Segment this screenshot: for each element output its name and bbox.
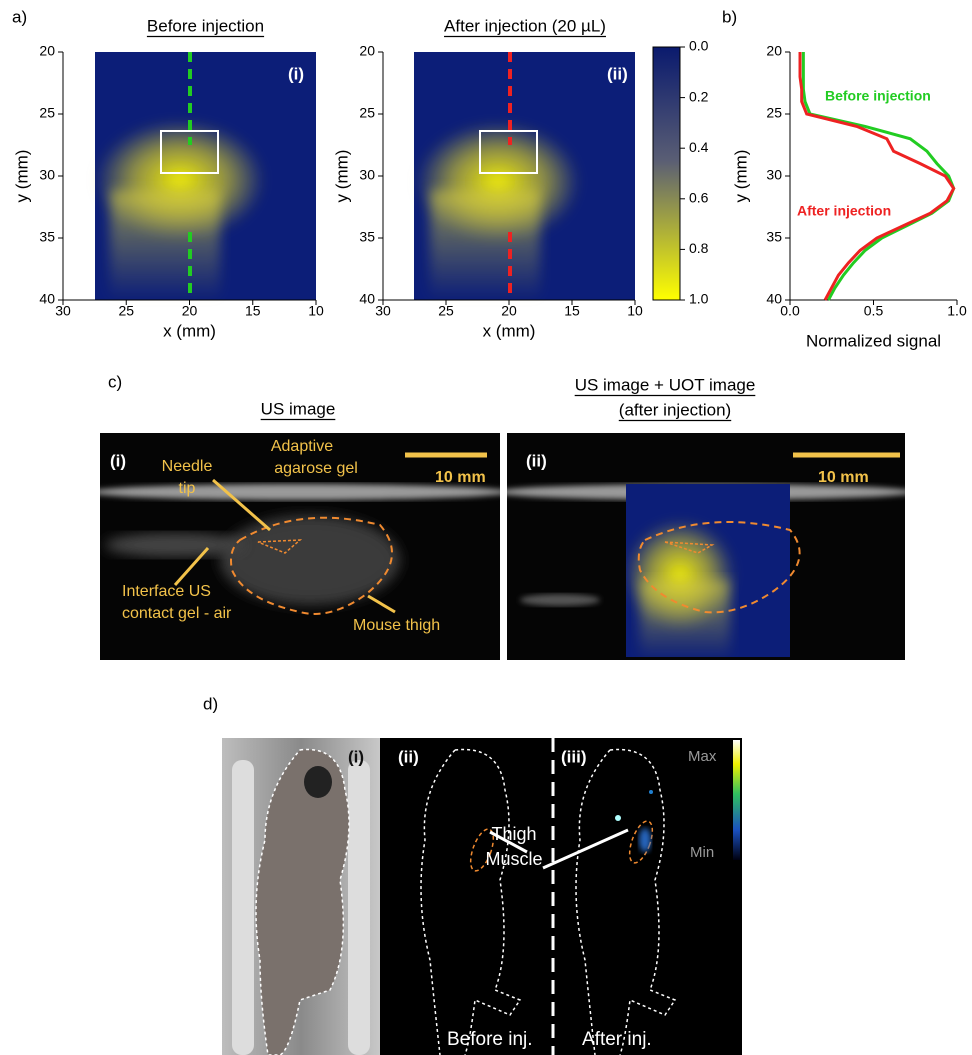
annotation: tip	[179, 480, 196, 497]
legend-label: After injection	[797, 203, 891, 219]
x-tick-label: 20	[182, 303, 198, 319]
y-tick-label: 25	[766, 105, 782, 121]
y-tick-label: 25	[359, 105, 375, 121]
y-tick-label: 20	[39, 43, 55, 59]
image-tag: (iii)	[561, 747, 587, 766]
x-tick-label: 30	[55, 303, 71, 319]
y-tick-label: 35	[39, 229, 55, 245]
image-tag: (ii)	[607, 64, 628, 83]
scale-label: 10 mm	[435, 469, 486, 486]
image-title: US image + UOT image	[575, 375, 756, 394]
image-title: (after injection)	[619, 400, 731, 419]
colorbar-tick-label: 0.6	[689, 190, 709, 206]
heatmap-after	[414, 52, 635, 300]
x-tick-label: 30	[375, 303, 391, 319]
x-tick-label: 25	[438, 303, 454, 319]
x-tick-label: 25	[118, 303, 134, 319]
x-tick-label: 15	[245, 303, 261, 319]
panel-label: c)	[108, 372, 122, 391]
y-tick-label: 20	[359, 43, 375, 59]
annotation: Adaptive	[271, 438, 333, 455]
y-tick-label: 25	[39, 105, 55, 121]
image-tag: (i)	[288, 64, 304, 83]
y-tick-label: 35	[359, 229, 375, 245]
x-tick-label: 1.0	[947, 303, 967, 319]
panel-label: a)	[12, 7, 27, 26]
y-tick-label: 35	[766, 229, 782, 245]
x-axis-label: x (mm)	[163, 321, 216, 340]
annotation: Needle	[162, 458, 213, 475]
x-tick-label: 15	[564, 303, 580, 319]
panel-label: b)	[722, 7, 737, 26]
annotation: Interface US	[122, 583, 211, 600]
y-tick-label: 30	[39, 167, 55, 183]
colorbar-label: Min	[690, 844, 714, 861]
caption: After inj.	[582, 1029, 652, 1050]
x-tick-label: 10	[627, 303, 643, 319]
image-title: US image	[261, 399, 336, 418]
panel-title: After injection (20 µL)	[444, 16, 606, 35]
colorbar-tick-label: 0.8	[689, 240, 709, 256]
colorbar-tick-label: 0.0	[689, 38, 709, 54]
x-tick-label: 0.5	[864, 303, 884, 319]
image-tag: (i)	[110, 451, 126, 470]
scale-label: 10 mm	[818, 469, 869, 486]
colorbar-tick-label: 0.2	[689, 88, 709, 104]
us-uot-image	[495, 433, 915, 660]
x-axis-label: x (mm)	[483, 321, 536, 340]
image-tag: (ii)	[398, 747, 419, 766]
x-tick-label: 10	[308, 303, 324, 319]
caption: Before inj.	[447, 1029, 533, 1050]
annotation: Thigh	[491, 824, 536, 844]
y-tick-label: 40	[766, 291, 782, 307]
colorbar-tick-label: 1.0	[689, 291, 709, 307]
x-tick-label: 20	[501, 303, 517, 319]
panel-label: d)	[203, 694, 218, 713]
heatmap-before	[95, 52, 316, 300]
figure: a) b) c) d) 30 25 20 15 10 20 25 30 35 40 x (mm) y (mm)…	[0, 0, 972, 1055]
colorbar	[653, 47, 680, 300]
x-axis-label: Normalized signal	[806, 331, 941, 350]
annotation: Mouse thigh	[353, 617, 440, 634]
y-axis-label: y (mm)	[12, 150, 31, 203]
y-tick-label: 40	[359, 291, 375, 307]
y-axis-label: y (mm)	[731, 150, 750, 203]
annotation: agarose gel	[274, 460, 358, 477]
y-axis-label: y (mm)	[332, 150, 351, 203]
colorbar-label: Max	[688, 748, 717, 765]
annotation: contact gel - air	[122, 605, 232, 622]
fluorescence-image	[222, 738, 742, 1055]
y-tick-label: 30	[359, 167, 375, 183]
panel-title: Before injection	[147, 16, 264, 35]
legend-label: Before injection	[825, 88, 931, 104]
colorbar-tick-label: 0.4	[689, 139, 709, 155]
annotation: Muscle	[485, 849, 542, 869]
y-tick-label: 20	[766, 43, 782, 59]
y-tick-label: 30	[766, 167, 782, 183]
x-tick-label: 0.0	[780, 303, 800, 319]
y-tick-label: 40	[39, 291, 55, 307]
image-tag: (ii)	[526, 451, 547, 470]
image-tag: (i)	[348, 747, 364, 766]
